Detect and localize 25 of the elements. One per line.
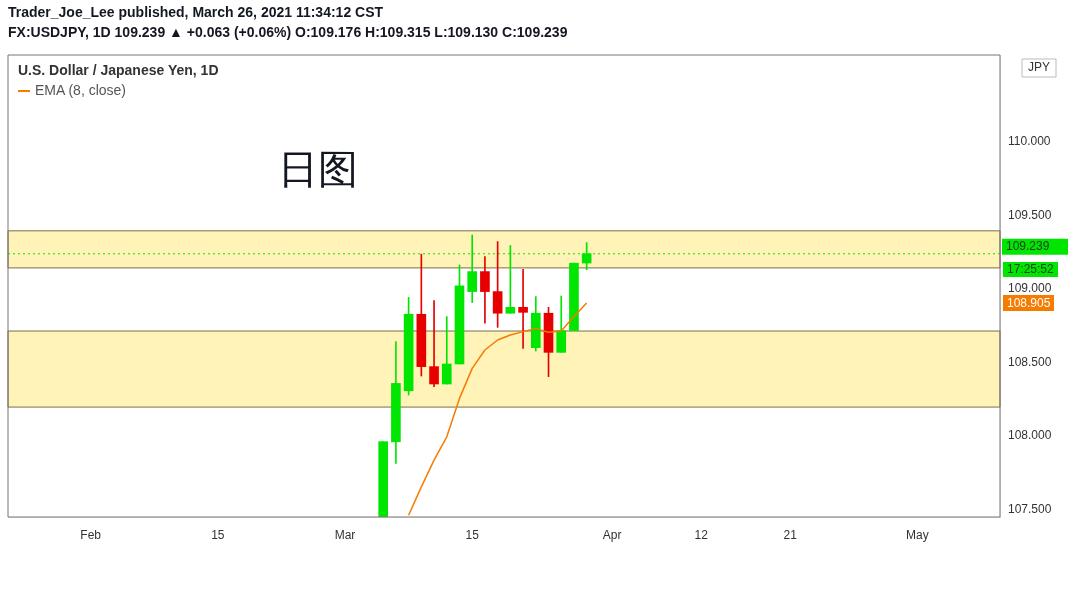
x-tick-label: 15	[465, 527, 480, 542]
y-tick-label: 107.500	[1008, 501, 1052, 516]
x-tick-label: Apr	[602, 527, 622, 542]
candlestick	[429, 300, 439, 387]
annotation: 日图	[278, 146, 358, 193]
x-tick-label: May	[906, 527, 929, 542]
x-tick-label: Mar	[334, 527, 356, 542]
y-tick-label: 109.500	[1008, 207, 1052, 222]
text: FX:USDJPY, 1D 109.239 ▲ +0.063 (+0.06%) O:109.176 H:109.315 L:109.130 C:109.239	[8, 24, 568, 40]
text: U.S. Dollar / Japanese Yen, 1D	[18, 62, 219, 78]
legend-label: EMA (8, close)	[34, 82, 127, 98]
x-tick-label: Feb	[80, 527, 102, 542]
text: 108.905	[1003, 295, 1055, 311]
x-tick-label: 21	[783, 527, 798, 542]
x-tick-label: 15	[211, 527, 225, 542]
y-tick-label: 108.500	[1008, 354, 1052, 369]
text: 17:25:52	[1003, 262, 1058, 277]
y-tick-label: 108.000	[1008, 428, 1052, 443]
candlestick	[518, 268, 528, 349]
x-tick-label: 12	[694, 527, 709, 542]
y-tick-label: 109.000	[1008, 281, 1052, 296]
text: Trader_Joe_Lee published, March 26, 2021 11:34:12 CST	[8, 4, 384, 20]
y-axis-title: JPY	[1027, 60, 1051, 75]
ref-line-label: 109.239	[1006, 239, 1050, 254]
y-tick-label: 110.000	[1008, 134, 1051, 149]
